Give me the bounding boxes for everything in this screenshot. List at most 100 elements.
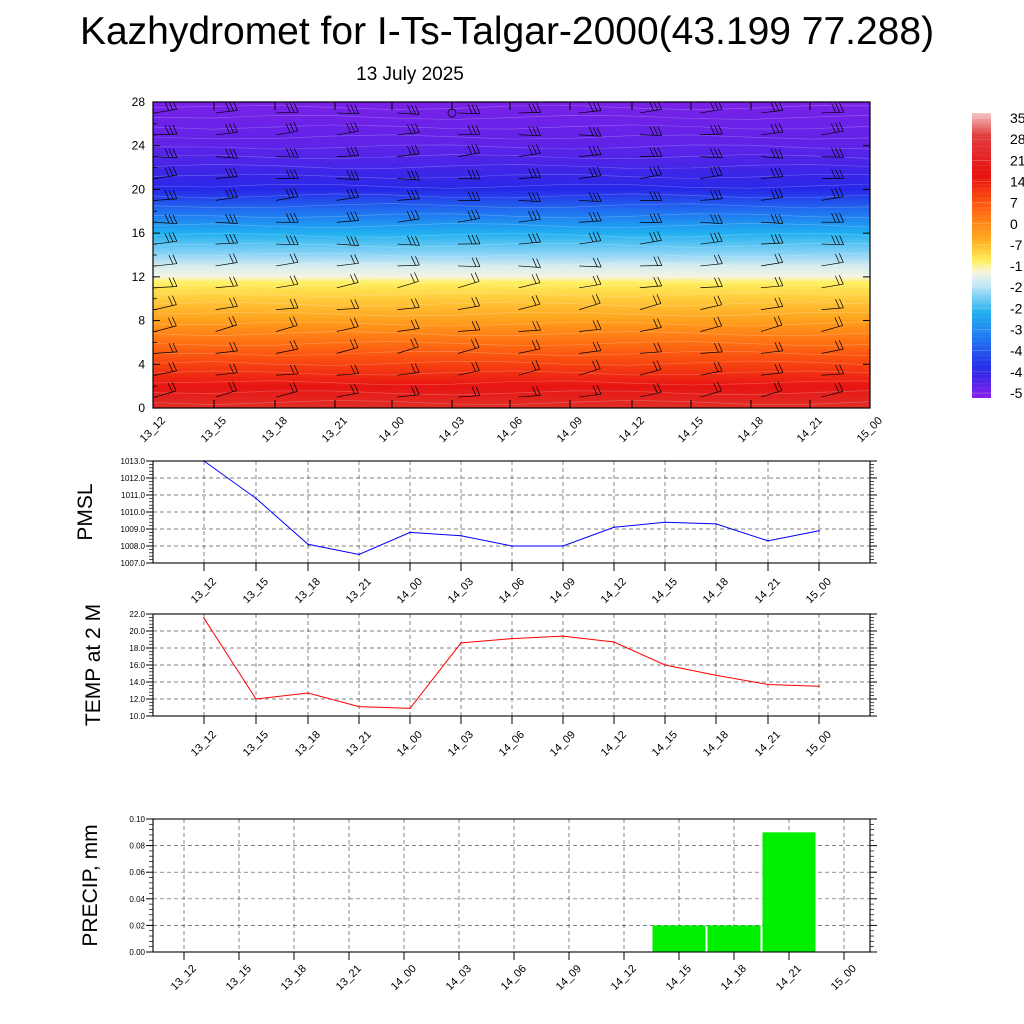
colorbar-label: -5: [1010, 385, 1023, 401]
data-point: [460, 535, 462, 537]
wind-barb-shaft: [276, 130, 298, 136]
wind-barb-flag: [532, 321, 537, 331]
data-point: [460, 642, 462, 644]
wind-barb-flag: [172, 148, 178, 158]
wind-barb-flag: [415, 236, 420, 246]
data-point: [358, 705, 360, 708]
wind-barb-flag: [293, 235, 299, 245]
y-tick-label: 16.0: [129, 661, 145, 670]
wind-barb-shaft: [639, 285, 662, 289]
temperature-field: [153, 102, 870, 408]
wind-barb-shaft: [215, 242, 238, 245]
y-tick-label: 10.0: [129, 712, 145, 721]
wind-barb-shaft: [397, 281, 419, 289]
wind-barb-flag: [778, 188, 784, 198]
wind-barb-flag: [410, 386, 416, 396]
wind-barb-flag: [714, 189, 719, 200]
wind-barb-flag: [528, 233, 533, 243]
wind-barb-shaft: [700, 325, 722, 332]
y-axis-title: PMSL: [74, 483, 97, 540]
wind-barb-flag: [474, 272, 480, 282]
y-tick-label: 18.0: [129, 644, 145, 653]
wind-barb-flag: [653, 319, 658, 329]
contour-line: [153, 390, 870, 396]
wind-barb-flag: [657, 213, 663, 223]
wind-barb-flag: [532, 103, 537, 113]
wind-barb-shaft: [821, 373, 844, 376]
y-axis-title: TEMP at 2 M: [82, 604, 105, 726]
wind-barb-flag: [649, 126, 655, 136]
wind-barb-flag: [592, 341, 598, 352]
wind-barb-flag: [653, 256, 659, 266]
wind-barb-flag: [233, 188, 238, 198]
wind-barb-flag: [229, 253, 234, 264]
wind-barb-flag: [774, 364, 780, 374]
x-tick-label: 14_06: [497, 729, 527, 759]
data-point: [562, 545, 564, 547]
wind-barb-flag: [831, 103, 836, 113]
wind-barb-flag: [471, 210, 477, 220]
contour-line: [153, 301, 870, 307]
wind-barb-flag: [896, 123, 900, 132]
wind-barb-shaft: [700, 156, 723, 159]
wind-barb-shaft: [700, 286, 723, 289]
wind-barb-flag: [839, 235, 844, 245]
wind-barb-flag: [592, 320, 598, 330]
wind-barb-flag: [778, 276, 784, 286]
wind-barb-flag: [592, 360, 597, 371]
wind-barb-flag: [289, 364, 295, 375]
wind-barb-flag: [353, 317, 359, 327]
wind-barb-flag: [475, 169, 481, 180]
wind-barb-flag: [475, 125, 481, 135]
wind-barb-flag: [778, 253, 784, 263]
x-tick-label: 14_09: [554, 963, 584, 993]
wind-barb-flag: [229, 214, 234, 224]
y-tick-label: 14.0: [129, 678, 145, 687]
cross-section-panel: 0 4 8 12 16 20 24 28 13_12 13_15 13_18 13_21 14_00 14…: [132, 95, 904, 445]
wind-barb-shaft: [336, 243, 359, 246]
colorbar-label: 0: [1010, 216, 1018, 232]
wind-barb-flag: [531, 361, 537, 371]
colorbar-label: -4: [1010, 343, 1023, 359]
wind-barb-flag: [354, 146, 360, 156]
wind-barb-flag: [896, 171, 900, 180]
wind-barb-flag: [831, 123, 836, 133]
wind-barb-flag: [838, 187, 844, 197]
wind-barb-flag: [233, 149, 238, 159]
wind-barb-flag: [596, 166, 602, 176]
wind-barb-flag: [164, 190, 170, 200]
wind-barb-shaft: [397, 218, 420, 223]
wind-barb-flag: [164, 148, 170, 158]
xsec-y-tick-label: 28: [132, 95, 146, 109]
wind-barb-flag: [896, 340, 900, 349]
wind-barb-flag: [475, 296, 481, 307]
wind-barb-flag: [588, 146, 594, 156]
wind-barb-flag: [835, 364, 840, 375]
wind-barb-flag: [713, 317, 719, 328]
x-tick-label: 13_21: [334, 963, 364, 993]
wind-barb-flag: [778, 363, 784, 373]
wind-barb-flag: [770, 189, 776, 199]
wind-barb-flag: [289, 122, 295, 132]
wind-barb-shaft: [821, 196, 844, 201]
wind-barb-flag: [657, 191, 663, 201]
wind-barb-flag: [778, 214, 784, 224]
wind-barb-flag: [289, 253, 295, 264]
wind-barb-flag: [717, 254, 723, 264]
wind-barb-flag: [233, 123, 238, 133]
wind-barb-shaft: [821, 261, 844, 267]
wind-barb-flag: [414, 209, 420, 220]
wind-barb-flag: [714, 214, 719, 224]
wind-barb-shaft: [760, 324, 783, 332]
wind-barb-flag: [172, 214, 178, 224]
wind-barb-flag: [778, 149, 784, 159]
wind-barb-flag: [900, 171, 904, 180]
wind-barb-shaft: [215, 306, 238, 310]
data-point: [613, 526, 615, 529]
wind-barb-flag: [168, 254, 174, 265]
wind-barb-flag: [350, 104, 356, 114]
wind-barb-flag: [531, 340, 537, 350]
wind-barb-flag: [172, 166, 178, 176]
wind-barb-flag: [289, 213, 295, 223]
wind-barb-flag: [835, 213, 840, 223]
